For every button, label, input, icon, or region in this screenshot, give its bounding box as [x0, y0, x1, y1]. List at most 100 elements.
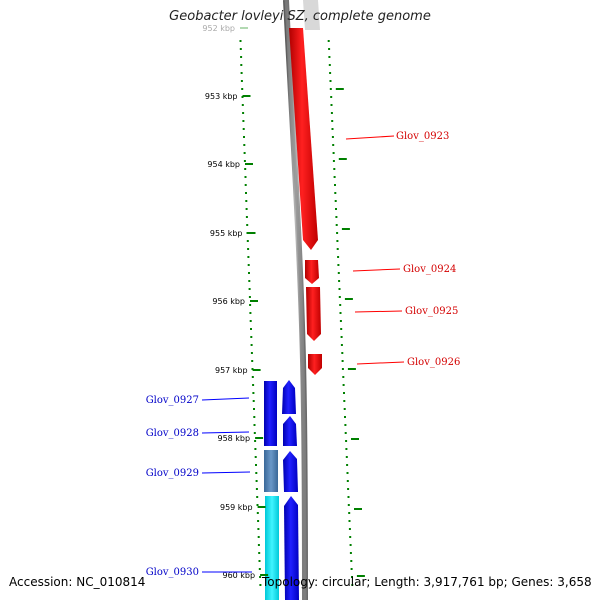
scale-dot	[241, 104, 244, 106]
scale-dot	[240, 56, 243, 58]
gene-label[interactable]: Glov_0928	[146, 428, 199, 439]
scale-dot	[341, 360, 344, 362]
scale-dot	[249, 320, 252, 322]
scale-dot	[329, 72, 332, 74]
gene-arrow-glov-0926[interactable]	[308, 354, 322, 375]
kbp-tick	[255, 437, 264, 439]
kbp-tick	[250, 300, 258, 302]
scale-dot	[258, 560, 261, 562]
scale-dot	[243, 136, 245, 138]
gene-arrow-faded[interactable]	[303, 0, 320, 30]
kbp-tick-label: 953 kbp	[205, 92, 238, 101]
kbp-tick	[242, 95, 251, 97]
cog-block[interactable]	[264, 450, 278, 492]
cog-block[interactable]	[265, 496, 279, 600]
scale-dot	[253, 416, 256, 418]
gene-labels: Glov_0923 Glov_0924 Glov_0925 Glov_0926 Glov…	[146, 131, 461, 578]
scale-dot	[333, 176, 336, 178]
gene-label[interactable]: Glov_0930	[146, 567, 199, 578]
gene-label[interactable]: Glov_0926	[407, 357, 460, 368]
gene-arrow-glov-0927[interactable]	[282, 380, 296, 414]
scale-dot	[248, 272, 250, 274]
scale-dot	[256, 512, 259, 514]
scale-dot	[350, 568, 353, 570]
kbp-tick-label: 957 kbp	[215, 366, 248, 375]
scale-dot	[251, 376, 254, 378]
scale-dot	[250, 328, 252, 330]
scale-dot	[257, 520, 260, 522]
gene-label[interactable]: Glov_0923	[396, 131, 449, 142]
genome-title: Geobacter lovleyi SZ, complete genome	[169, 9, 431, 24]
scale-dot	[255, 472, 258, 474]
scale-dot	[346, 464, 349, 466]
scale-dot	[335, 224, 338, 226]
scale-dot	[329, 80, 332, 82]
scale-dot	[240, 72, 243, 74]
kbp-tick-label: 952 kbp	[202, 24, 235, 33]
scale-dot	[327, 40, 330, 42]
scale-dot	[328, 64, 331, 66]
scale-dot	[255, 488, 258, 490]
outer-tick	[354, 508, 362, 510]
gene-label[interactable]: Glov_0925	[405, 306, 458, 317]
scale-dot	[331, 136, 334, 138]
scale-dot	[343, 400, 346, 402]
kbp-tick-label: 960 kbp	[222, 571, 255, 580]
scale-dot	[338, 280, 341, 282]
scale-dot	[349, 544, 352, 546]
gene-arrow-glov-0929[interactable]	[283, 451, 298, 492]
cog-block[interactable]	[264, 381, 277, 446]
gene-arrow-glov-0923[interactable]	[289, 28, 318, 250]
scale-dot	[244, 184, 247, 186]
scale-dot	[250, 352, 253, 354]
kbp-ticks: 952 kbp 953 kbp 954 kbp 955 kbp 956 kbp 957 k…	[202, 24, 269, 580]
gene-label[interactable]: Glov_0927	[146, 395, 199, 406]
scale-dot	[245, 192, 247, 194]
kbp-tick	[245, 163, 253, 165]
scale-dot	[247, 256, 250, 258]
scale-dot	[253, 408, 255, 410]
scale-dot	[344, 432, 347, 434]
scale-dot	[345, 440, 348, 442]
scale-dot	[329, 88, 332, 90]
cog-track	[264, 381, 279, 600]
scale-dot	[243, 144, 246, 146]
scale-dot	[248, 296, 251, 298]
topology-text: Topology: circular; Length: 3,917,761 bp…	[262, 575, 592, 589]
gene-leader-line	[356, 361, 405, 365]
scale-dot	[335, 208, 337, 210]
kbp-tick	[257, 506, 266, 508]
reverse-strand-track	[282, 380, 299, 600]
gene-arrow-glov-0928[interactable]	[283, 416, 297, 446]
gene-leader-line	[345, 135, 395, 140]
scale-dot	[342, 376, 345, 378]
scale-dot	[256, 496, 259, 498]
kbp-tick-label: 955 kbp	[210, 229, 243, 238]
scale-dot	[242, 128, 245, 130]
scale-dot	[244, 168, 247, 170]
gene-arrow-glov-0930[interactable]	[284, 496, 299, 600]
kbp-tick-label: 954 kbp	[207, 160, 240, 169]
scale-dot	[337, 264, 340, 266]
scale-dot	[340, 336, 343, 338]
scale-dot	[346, 480, 349, 482]
gene-arrow-glov-0925[interactable]	[306, 287, 321, 341]
scale-dot	[239, 48, 242, 50]
outer-tick	[338, 158, 347, 160]
gene-label[interactable]: Glov_0924	[403, 264, 456, 275]
scale-dot	[247, 248, 250, 250]
scale-dot	[249, 304, 252, 306]
kbp-tick-label: 959 kbp	[220, 503, 253, 512]
outer-tick	[347, 368, 356, 370]
scale-dot	[335, 216, 338, 218]
scale-dot	[249, 312, 252, 314]
scale-dot	[341, 352, 344, 354]
scale-dot	[247, 264, 250, 266]
gene-label[interactable]: Glov_0929	[146, 468, 199, 479]
gene-arrow-glov-0924[interactable]	[305, 260, 319, 284]
scale-dot	[334, 184, 336, 186]
kbp-tick	[247, 232, 256, 234]
scale-dot	[258, 568, 261, 570]
scale-dot	[251, 360, 254, 362]
